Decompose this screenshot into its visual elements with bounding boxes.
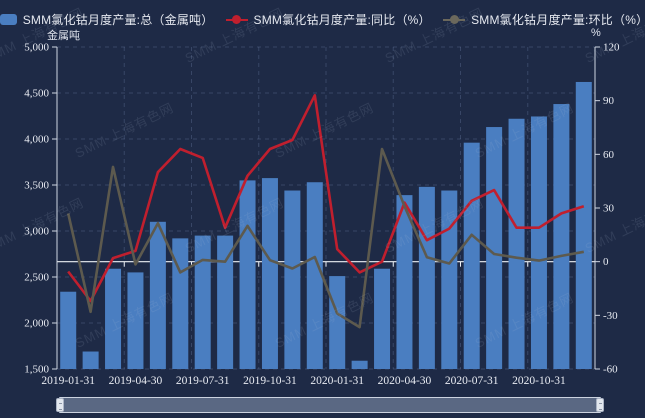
bar-2019-04 [127, 272, 144, 369]
mom-line [66, 147, 585, 329]
legend-label-total: SMM氯化钴月度产量:总（金属吨） [22, 13, 214, 27]
x-axis-tick-label: 2020-10-31 [512, 375, 566, 387]
x-axis-tick-label: 2019-04-30 [109, 375, 163, 387]
bar-2019-03 [105, 268, 122, 369]
bar-2020-07 [463, 142, 480, 369]
axis-tick-labels: 5,000 4,500 4,000 3,500 3,000 2,500 2,000 1,500… [24, 42, 620, 388]
bar-2019-02 [82, 351, 99, 369]
bar-2019-09 [239, 180, 256, 369]
bar-2019-07 [194, 235, 211, 369]
left-axis-tick-label: 2,500 [24, 272, 49, 284]
x-axis-tick-label: 2020-07-31 [445, 375, 499, 387]
bar-2020-08 [486, 127, 503, 369]
x-axis-tick-label: 2019-10-31 [243, 375, 297, 387]
bar-series-marker-icon [0, 14, 17, 25]
bar-2020-02 [351, 360, 368, 369]
left-axis-unit-label: 金属吨 [47, 30, 80, 42]
x-axis-tick-label: 2020-01-31 [310, 375, 364, 387]
right-axis-tick-label: 30 [603, 203, 615, 215]
legend-item-yoy[interactable]: SMM氯化钴月度产量:同比（%） [225, 11, 431, 28]
legend-item-total[interactable]: SMM氯化钴月度产量:总（金属吨） [0, 11, 214, 28]
right-axis-tick-label: 60 [603, 149, 615, 161]
yoy-line [67, 94, 585, 303]
right-axis-tick-label: -30 [603, 310, 618, 322]
bar-2019-11 [284, 190, 301, 369]
line-series-marker-icon [443, 14, 466, 25]
datazoom-left-handle[interactable] [56, 398, 64, 412]
bar-2019-08 [217, 235, 234, 369]
bar-series-total [60, 81, 592, 370]
left-axis-tick-label: 3,000 [24, 226, 49, 238]
left-axis-tick-label: 4,500 [24, 88, 49, 100]
line-series [66, 94, 585, 329]
datazoom-right-handle[interactable] [596, 398, 604, 412]
bar-2020-06 [441, 190, 458, 369]
legend-item-mom[interactable]: SMM氯化钴月度产量:环比（%） [443, 11, 645, 28]
bar-2020-01 [329, 276, 346, 369]
bar-2020-12 [575, 81, 592, 370]
x-axis-tick-label: 2020-04-30 [378, 375, 432, 387]
line-series-marker-icon [225, 14, 248, 25]
datazoom-slider[interactable] [56, 397, 604, 413]
bar-2019-01 [60, 291, 77, 369]
left-axis-tick-label: 4,000 [24, 134, 49, 146]
left-axis-tick-label: 3,500 [24, 180, 49, 192]
legend-label-mom: SMM氯化钴月度产量:环比（%） [471, 13, 645, 27]
bar-2020-09 [508, 118, 525, 369]
x-axis-tick-label: 2019-07-31 [176, 375, 230, 387]
right-axis-tick-label: 0 [603, 256, 609, 268]
left-axis-tick-label: 1,500 [24, 364, 49, 376]
bar-2019-10 [261, 178, 278, 369]
right-axis-tick-label: 90 [603, 95, 615, 107]
bar-2020-05 [418, 186, 435, 369]
axis-lines [52, 46, 600, 370]
left-axis-tick-label: 2,000 [24, 318, 49, 330]
bar-2020-11 [553, 104, 570, 369]
x-axis-tick-label: 2019-01-31 [41, 375, 95, 387]
bar-2019-05 [149, 221, 166, 369]
right-axis-unit-label: % [591, 27, 601, 39]
legend-label-yoy: SMM氯化钴月度产量:同比（%） [253, 13, 431, 27]
bar-2020-03 [374, 268, 391, 369]
right-axis-tick-label: 120 [603, 42, 620, 54]
chart-legend: SMM氯化钴月度产量:总（金属吨） SMM氯化钴月度产量:同比（%） SMM氯化… [0, 11, 645, 28]
bar-2020-10 [530, 116, 547, 370]
right-axis-tick-label: -60 [603, 364, 618, 376]
bar-2019-12 [306, 182, 323, 369]
left-axis-tick-label: 5,000 [24, 42, 49, 54]
bar-2020-04 [396, 195, 413, 369]
